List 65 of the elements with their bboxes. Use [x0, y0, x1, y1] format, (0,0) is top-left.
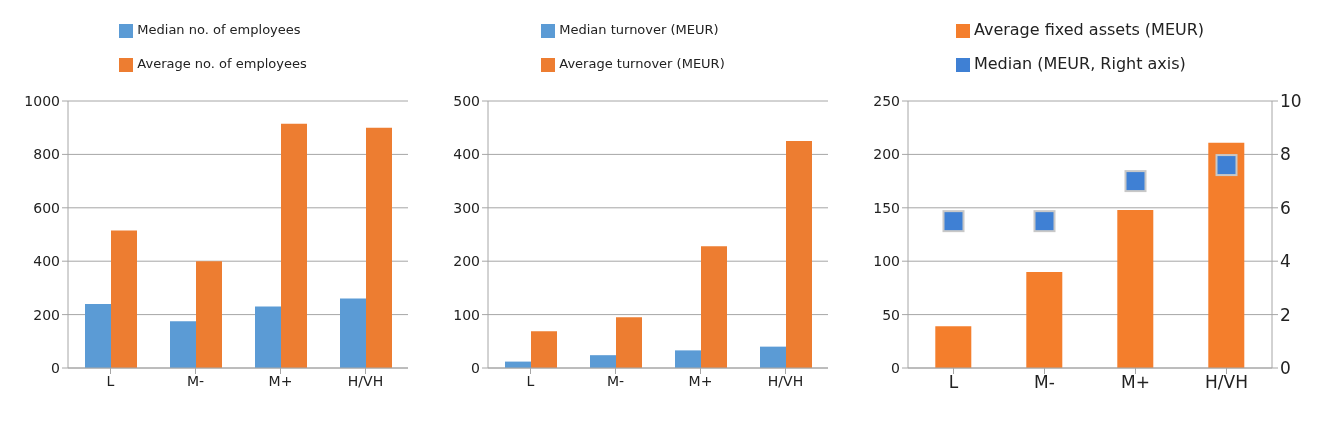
y2-tick-label: 0 [1280, 358, 1291, 379]
y-tick-label: 200 [873, 146, 900, 163]
y-tick-label: 300 [453, 199, 480, 216]
y-tick-label: 100 [873, 253, 900, 270]
bar [760, 346, 786, 368]
y-tick-label: 200 [33, 306, 60, 323]
bar [366, 127, 392, 368]
bar [531, 331, 557, 368]
bar [111, 230, 137, 368]
bar [255, 306, 281, 368]
legend-label: Average no. of employees [137, 56, 307, 71]
x-tick-label: H/VH [767, 372, 804, 389]
x-tick-label: L [948, 372, 959, 393]
legend-label: Average fixed assets (MEUR) [973, 20, 1205, 39]
y2-tick-label: 10 [1280, 91, 1302, 112]
x-tick-label: M+ [1121, 372, 1150, 393]
bar [590, 355, 616, 368]
bar [1117, 209, 1154, 368]
legend-label: Median no. of employees [137, 22, 301, 37]
x-tick-label: H/VH [347, 372, 384, 389]
point [1215, 154, 1238, 177]
y-tick-label: 600 [33, 199, 60, 216]
y-tick-label: 1000 [24, 92, 60, 109]
y-tick-label: 200 [453, 253, 480, 270]
bar [786, 141, 812, 368]
y-tick-label: 150 [873, 199, 900, 216]
x-tick-label: M+ [688, 372, 713, 389]
bar [170, 321, 196, 368]
x-tick-label: M+ [268, 372, 293, 389]
y-tick-label: 800 [33, 146, 60, 163]
bar [616, 317, 642, 368]
point [1033, 210, 1056, 233]
x-tick-label: M- [1034, 372, 1055, 393]
bar [281, 123, 307, 368]
x-tick-label: L [526, 372, 535, 389]
bar [701, 246, 727, 368]
legend-label: Median (MEUR, Right axis) [973, 54, 1186, 73]
y-tick-label: 0 [471, 359, 480, 376]
x-tick-label: H/VH [1205, 372, 1248, 393]
bar [85, 303, 111, 368]
y2-tick-label: 4 [1280, 251, 1291, 272]
y2-tick-label: 6 [1280, 197, 1291, 218]
y-tick-label: 250 [873, 92, 900, 109]
y-tick-label: 50 [882, 306, 900, 323]
bar [1208, 142, 1245, 368]
point [1124, 170, 1147, 193]
y-tick-label: 400 [33, 253, 60, 270]
bar [196, 261, 222, 368]
bar [935, 326, 972, 368]
point [942, 210, 965, 233]
y2-tick-label: 8 [1280, 144, 1291, 165]
y2-tick-label: 2 [1280, 304, 1291, 325]
bar [675, 350, 701, 368]
x-tick-label: L [106, 372, 115, 389]
y-tick-label: 100 [453, 306, 480, 323]
bar [1026, 271, 1063, 368]
x-tick-label: M- [186, 372, 205, 389]
y-tick-label: 500 [453, 92, 480, 109]
y-tick-label: 0 [51, 359, 60, 376]
legend-label: Median turnover (MEUR) [559, 22, 719, 37]
legend-label: Average turnover (MEUR) [559, 56, 725, 71]
y-tick-label: 0 [891, 359, 900, 376]
bar [340, 298, 366, 368]
x-tick-label: M- [606, 372, 625, 389]
y-tick-label: 400 [453, 146, 480, 163]
